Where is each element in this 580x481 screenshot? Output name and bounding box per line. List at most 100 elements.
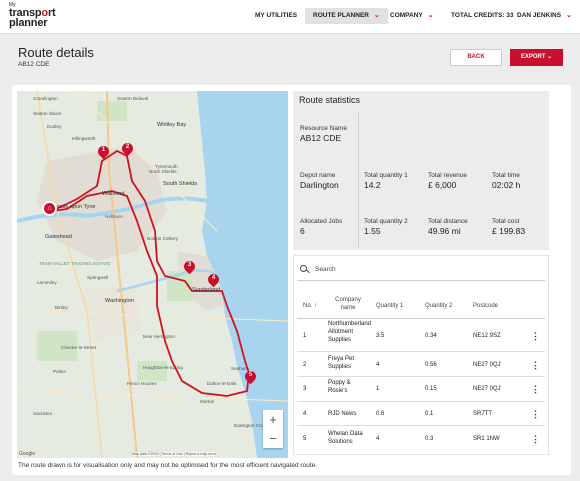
cell-no: 3 [303, 386, 307, 392]
cell-no: 2 [303, 362, 307, 368]
table-row[interactable] [297, 377, 545, 402]
map-label-dudley: Dudley [47, 124, 62, 129]
map-label-lamesley: Lamesley [37, 280, 57, 285]
stat-total-revenue: Total revenue £ 6,000 [428, 172, 468, 190]
map-canvas [17, 91, 288, 458]
cell-postcode: NE27 0QJ [473, 386, 501, 392]
nav-route-planner[interactable]: ROUTE PLANNER ⌄ [305, 8, 388, 24]
search-icon [300, 265, 307, 272]
cell-quantity-2: 0.1 [425, 411, 434, 417]
table-row[interactable] [297, 319, 545, 352]
chevron-down-icon: ⌄ [427, 12, 434, 19]
map-label-gateshead: Gateshead [45, 234, 72, 240]
search-input[interactable]: Search [315, 266, 336, 273]
top-navigation: My transport planner MY UTILITIES ROUTE … [0, 0, 580, 34]
map-label-birtley: Birtley [55, 305, 68, 310]
row-actions-icon[interactable]: ⋮ [531, 331, 540, 341]
chevron-down-icon: ⌄ [566, 12, 572, 19]
cell-quantity-2: 0.3 [425, 436, 434, 442]
google-logo: Google [19, 451, 36, 457]
chevron-down-icon: ⌄ [547, 54, 553, 60]
cell-quantity-1: 0.6 [376, 411, 385, 417]
map-label-seaton-delaval: Seaton Delaval [117, 96, 149, 101]
map-label-sunderland: Sunderland [192, 287, 221, 293]
cell-company: Freya Pet Supplies [328, 356, 355, 370]
column-header-postcode[interactable]: Postcode [473, 303, 499, 309]
map-label-new-herrington: New Herrington [143, 334, 175, 339]
nav-company[interactable]: COMPANY ⌄ [390, 12, 434, 19]
total-credits: TOTAL CREDITS: 33 [451, 12, 514, 19]
map-label-boldon: Boldon Colliery [147, 236, 178, 241]
map-label-hebburn: Hebburn [105, 214, 123, 219]
stat-allocated-jobs: Allocated Jobs 6 [300, 218, 343, 236]
cell-quantity-1: 4 [376, 436, 380, 442]
route-disclaimer: The route drawn is for visualisation onl… [18, 462, 318, 469]
map-marker-4[interactable]: 4 [205, 271, 222, 288]
map-attribution[interactable]: Map data ©2023 | Terms of Use | Report a… [132, 452, 216, 456]
map-label-north-shields: North Shields [149, 169, 177, 174]
logo-line-transport: transport [9, 7, 56, 19]
zoom-in-button[interactable]: + [269, 412, 277, 427]
user-menu[interactable]: DAN JENKINS ⌄ [517, 12, 572, 19]
table-row[interactable] [297, 352, 545, 377]
map-marker-5[interactable]: 5 [242, 368, 259, 385]
search-underline [297, 280, 545, 281]
depot-icon: ⌂ [47, 205, 52, 212]
stats-title: Route statistics [299, 95, 361, 105]
cell-no: 5 [303, 436, 307, 442]
nav-my-utilities[interactable]: MY UTILITIES [255, 12, 298, 19]
map-label-newcastle: Newcastle upon Tyne [43, 204, 96, 210]
cell-company: Northumberland Allotment Supplies [328, 321, 372, 343]
page-title: Route details [18, 45, 94, 60]
cell-postcode: SR1 1NW [473, 436, 500, 442]
column-header-no[interactable]: No. ↑ [303, 303, 318, 309]
logo-line-planner: planner [9, 17, 48, 29]
route-statistics-panel: Route statistics [293, 91, 549, 250]
stats-divider [358, 113, 359, 247]
export-button[interactable]: EXPORT ⌄ [510, 49, 563, 66]
map-label-fence: Fence Houses [127, 381, 157, 386]
cell-no: 1 [303, 333, 307, 339]
cell-company: RJD News [328, 411, 357, 417]
map-label-whitley-bay: Whitley Bay [157, 122, 187, 128]
column-header-company[interactable]: Company name [335, 297, 361, 311]
column-header-quantity-2[interactable]: Quantity 2 [425, 303, 453, 309]
map-label-cramlington: Cramlington [33, 96, 58, 101]
back-button[interactable]: BACK [450, 49, 502, 66]
map-label-chester: Chester-le-Street [61, 345, 96, 350]
cell-quantity-1: 4 [376, 362, 380, 368]
map-label-dalton: Dalton-le-Dale [207, 381, 237, 386]
row-actions-icon[interactable]: ⋮ [531, 434, 540, 444]
map-marker-3[interactable]: 3 [181, 258, 198, 275]
map-label-killingworth: Killingworth [72, 136, 96, 141]
row-actions-icon[interactable]: ⋮ [531, 409, 540, 419]
chevron-down-icon: ⌄ [373, 12, 380, 19]
map-marker-1[interactable]: 1 [95, 143, 112, 160]
stat-total-time: Total time 02:02 h [492, 172, 521, 190]
cell-no: 4 [303, 411, 307, 417]
route-map[interactable]: Seaton Sluice Cramlington Seaton Delaval… [17, 91, 288, 458]
cell-quantity-2: 0.34 [425, 333, 437, 339]
map-label-washington: Washington [105, 298, 134, 304]
app-logo[interactable]: My transport planner [9, 3, 56, 29]
map-label-seaton-sluice: Seaton Sluice [33, 111, 62, 116]
map-label-murton: Murton [200, 399, 215, 404]
zoom-out-button[interactable]: − [269, 431, 277, 446]
stat-depot-name: Depot name Darlington [300, 172, 339, 190]
row-actions-icon[interactable]: ⋮ [531, 360, 540, 370]
map-label-team-valley: TEAM VALLEY TRADING ESTATE [39, 261, 111, 266]
map-label-springwell: Springwell [87, 275, 109, 280]
map-marker-2[interactable]: 2 [119, 140, 136, 157]
column-header-quantity-1[interactable]: Quantity 1 [376, 303, 404, 309]
stat-total-quantity-1: Total quantity 1 14.2 [364, 172, 408, 190]
table-row[interactable] [297, 402, 545, 426]
cell-company: Poppy & Rosie's [328, 380, 351, 394]
table-header-divider [297, 318, 545, 319]
cell-postcode: NE12 9SZ [473, 333, 501, 339]
sort-arrow-icon: ↑ [314, 303, 318, 309]
row-actions-icon[interactable]: ⋮ [531, 384, 540, 394]
cell-postcode: NE27 0QJ [473, 362, 501, 368]
stat-total-quantity-2: Total quantity 2 1.55 [364, 218, 408, 236]
map-label-easington: Easington Colliery [234, 423, 272, 428]
depot-marker[interactable]: ⌂ [42, 201, 57, 216]
